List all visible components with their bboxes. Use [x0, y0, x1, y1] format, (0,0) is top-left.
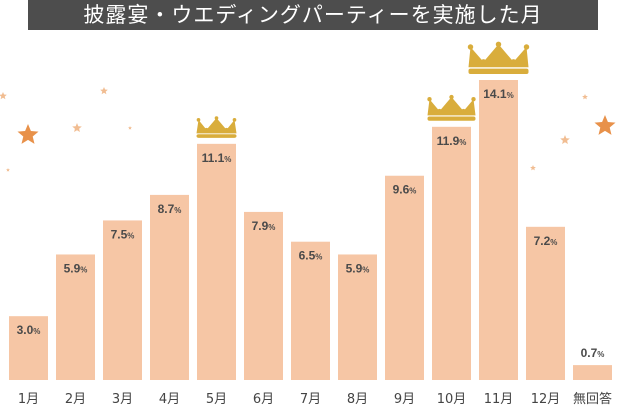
star-icon [594, 115, 616, 135]
crown-icon [467, 41, 530, 74]
star-icon [560, 135, 570, 144]
star-icon [582, 94, 588, 100]
bar-4 [150, 194, 189, 380]
star-icon [530, 165, 536, 171]
x-tick-label: 12月 [531, 392, 561, 407]
star-icon [100, 87, 108, 95]
chart-title: 披露宴・ウエディングパーティーを実施した月 [28, 0, 598, 30]
data-label: 3.0% [17, 323, 41, 337]
data-label: 7.2% [534, 234, 558, 248]
data-label: 9.6% [393, 183, 417, 197]
data-label: 5.9% [346, 261, 370, 275]
data-label: 11.9% [437, 134, 467, 148]
star-icon [6, 168, 10, 172]
crown-icon [196, 116, 237, 138]
bar-5 [197, 143, 236, 380]
data-label: 7.9% [252, 219, 276, 233]
x-tick-label: 無回答 [573, 391, 612, 407]
bar-3 [103, 220, 142, 380]
star-icon [72, 123, 82, 132]
x-tick-label: 2月 [65, 392, 86, 407]
x-tick-label: 6月 [253, 392, 274, 407]
data-label: 8.7% [158, 202, 182, 216]
bar-13 [573, 365, 612, 380]
bar-12 [526, 226, 565, 380]
bar-7 [291, 241, 330, 380]
crown-icon [427, 94, 476, 121]
bar-11 [479, 80, 518, 380]
star-icon [128, 126, 132, 130]
x-tick-label: 11月 [484, 392, 514, 407]
bar-2 [56, 254, 95, 380]
data-label: 11.1% [202, 151, 232, 165]
star-icon [17, 124, 39, 144]
data-label: 5.9% [64, 261, 88, 275]
x-tick-label: 10月 [437, 392, 467, 407]
bar-8 [338, 254, 377, 380]
x-tick-label: 3月 [112, 392, 133, 407]
bar-10 [432, 126, 471, 381]
bar-1 [9, 316, 48, 380]
x-tick-label: 8月 [347, 392, 368, 407]
bar-9 [385, 175, 424, 380]
data-label: 0.7% [581, 346, 605, 360]
x-tick-label: 1月 [18, 392, 39, 407]
x-tick-label: 9月 [394, 392, 415, 407]
data-label: 7.5% [111, 227, 135, 241]
data-label: 14.1% [483, 87, 513, 101]
bar-6 [244, 211, 283, 380]
x-tick-label: 7月 [300, 392, 321, 407]
x-tick-label: 5月 [206, 392, 227, 407]
x-tick-label: 4月 [159, 392, 180, 407]
data-label: 6.5% [299, 249, 323, 263]
star-icon [0, 92, 7, 100]
